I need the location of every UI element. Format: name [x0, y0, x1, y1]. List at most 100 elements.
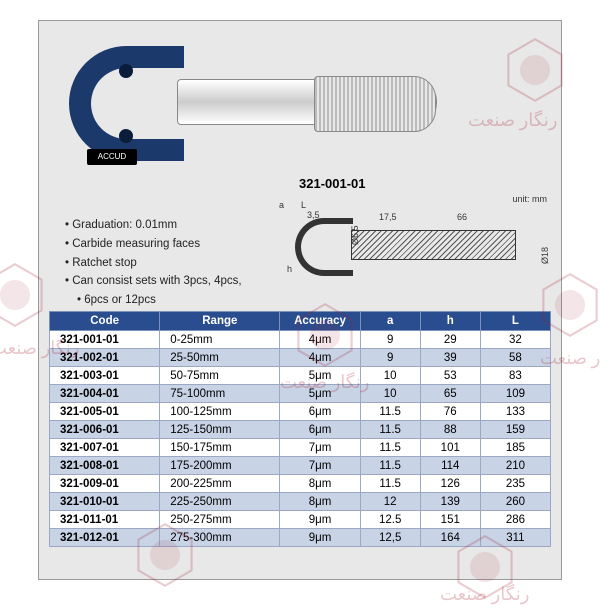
table-cell: 25-50mm: [160, 349, 280, 367]
micrometer-frame-shape: [69, 46, 184, 161]
dimension-diagram: a L 3,5 17,5 66 unit: mm h Ø6,5 Ø18: [277, 196, 547, 291]
table-cell: 225-250mm: [160, 493, 280, 511]
table-cell: 12,5: [360, 529, 420, 547]
col-header: L: [480, 312, 550, 331]
table-cell: 321-009-01: [50, 475, 160, 493]
feature-item: 6pcs or 12pcs: [65, 292, 242, 310]
table-cell: 8μm: [280, 493, 360, 511]
table-cell: 250-275mm: [160, 511, 280, 529]
dim-66: 66: [457, 212, 467, 222]
dim-a: a: [279, 200, 284, 210]
table-cell: 11.5: [360, 475, 420, 493]
table-cell: 76: [420, 403, 480, 421]
table-cell: 151: [420, 511, 480, 529]
col-header: a: [360, 312, 420, 331]
table-row: 321-003-0150-75mm5μm105383: [50, 367, 551, 385]
table-cell: 65: [420, 385, 480, 403]
table-cell: 50-75mm: [160, 367, 280, 385]
model-label: 321-001-01: [299, 176, 366, 191]
table-row: 321-004-0175-100mm5μm1065109: [50, 385, 551, 403]
table-cell: 32: [480, 331, 550, 349]
table-cell: 321-008-01: [50, 457, 160, 475]
table-cell: 10: [360, 385, 420, 403]
table-cell: 321-012-01: [50, 529, 160, 547]
table-cell: 10: [360, 367, 420, 385]
col-header: Accuracy: [280, 312, 360, 331]
table-cell: 11.5: [360, 457, 420, 475]
table-cell: 11.5: [360, 439, 420, 457]
feature-item: Graduation: 0.01mm: [65, 217, 242, 235]
table-cell: 5μm: [280, 367, 360, 385]
table-cell: 101: [420, 439, 480, 457]
col-header: h: [420, 312, 480, 331]
table-cell: 5μm: [280, 385, 360, 403]
table-cell: 9μm: [280, 511, 360, 529]
table-row: 321-002-0125-50mm4μm93958: [50, 349, 551, 367]
table-header-row: CodeRangeAccuracyahL: [50, 312, 551, 331]
table-cell: 83: [480, 367, 550, 385]
table-cell: 100-125mm: [160, 403, 280, 421]
table-cell: 53: [420, 367, 480, 385]
table-cell: 139: [420, 493, 480, 511]
col-header: Range: [160, 312, 280, 331]
feature-item: Carbide measuring faces: [65, 236, 242, 254]
table-cell: 175-200mm: [160, 457, 280, 475]
table-cell: 6μm: [280, 421, 360, 439]
table-cell: 321-005-01: [50, 403, 160, 421]
table-cell: 109: [480, 385, 550, 403]
table-cell: 9: [360, 331, 420, 349]
table-cell: 164: [420, 529, 480, 547]
feature-item: Can consist sets with 3pcs, 4pcs,: [65, 273, 242, 291]
table-cell: 235: [480, 475, 550, 493]
dim-d6-5: Ø6,5: [350, 225, 360, 245]
table-cell: 58: [480, 349, 550, 367]
micrometer-barrel-shape: [177, 79, 437, 125]
table-cell: 88: [420, 421, 480, 439]
table-cell: 39: [420, 349, 480, 367]
table-cell: 150-175mm: [160, 439, 280, 457]
table-row: 321-007-01150-175mm7μm11.5101185: [50, 439, 551, 457]
table-cell: 6μm: [280, 403, 360, 421]
dim-3-5: 3,5: [307, 210, 320, 220]
table-cell: 12.5: [360, 511, 420, 529]
table-cell: 133: [480, 403, 550, 421]
table-cell: 9: [360, 349, 420, 367]
table-cell: 321-004-01: [50, 385, 160, 403]
table-row: 321-011-01250-275mm9μm12.5151286: [50, 511, 551, 529]
table-row: 321-012-01275-300mm9μm12,5164311: [50, 529, 551, 547]
table-row: 321-008-01175-200mm7μm11.5114210: [50, 457, 551, 475]
feature-list: Graduation: 0.01mmCarbide measuring face…: [65, 217, 242, 311]
feature-item: Ratchet stop: [65, 255, 242, 273]
table-cell: 75-100mm: [160, 385, 280, 403]
dim-d18: Ø18: [540, 247, 550, 264]
table-cell: 311: [480, 529, 550, 547]
table-cell: 9μm: [280, 529, 360, 547]
table-cell: 8μm: [280, 475, 360, 493]
table-cell: 321-010-01: [50, 493, 160, 511]
dim-17-5: 17,5: [379, 212, 397, 222]
brand-plate: ACCUD: [87, 149, 137, 165]
table-cell: 275-300mm: [160, 529, 280, 547]
table-cell: 321-003-01: [50, 367, 160, 385]
table-cell: 125-150mm: [160, 421, 280, 439]
table-cell: 114: [420, 457, 480, 475]
table-cell: 11.5: [360, 403, 420, 421]
spec-panel: ACCUD 321-001-01 a L 3,5 17,5 66 unit: m…: [38, 20, 562, 580]
table-cell: 4μm: [280, 349, 360, 367]
table-cell: 159: [480, 421, 550, 439]
col-header: Code: [50, 312, 160, 331]
table-cell: 126: [420, 475, 480, 493]
watermark-text: رنگار صنعت: [440, 584, 529, 605]
table-cell: 321-007-01: [50, 439, 160, 457]
dim-L: L: [301, 200, 306, 210]
table-cell: 4μm: [280, 331, 360, 349]
table-cell: 7μm: [280, 457, 360, 475]
table-cell: 321-011-01: [50, 511, 160, 529]
table-cell: 7μm: [280, 439, 360, 457]
table-row: 321-010-01225-250mm8μm12139260: [50, 493, 551, 511]
table-row: 321-001-010-25mm4μm92932: [50, 331, 551, 349]
table-cell: 29: [420, 331, 480, 349]
table-cell: 0-25mm: [160, 331, 280, 349]
table-row: 321-009-01200-225mm8μm11.5126235: [50, 475, 551, 493]
table-cell: 260: [480, 493, 550, 511]
